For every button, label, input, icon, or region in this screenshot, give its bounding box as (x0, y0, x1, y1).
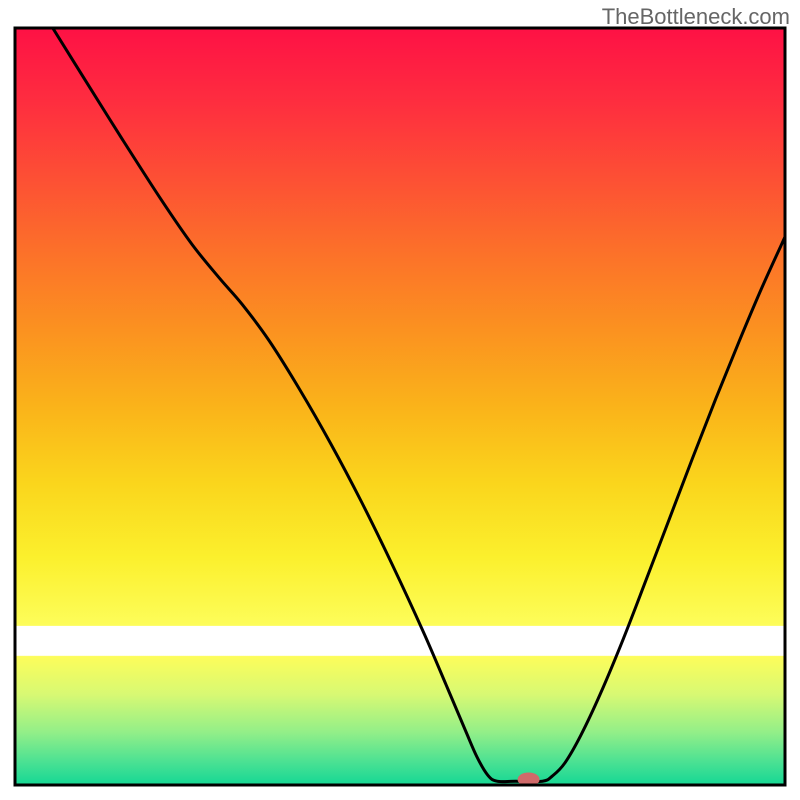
bottleneck-chart (0, 0, 800, 800)
plot-background (15, 28, 785, 785)
watermark-text: TheBottleneck.com (602, 4, 790, 30)
chart-container: TheBottleneck.com (0, 0, 800, 800)
